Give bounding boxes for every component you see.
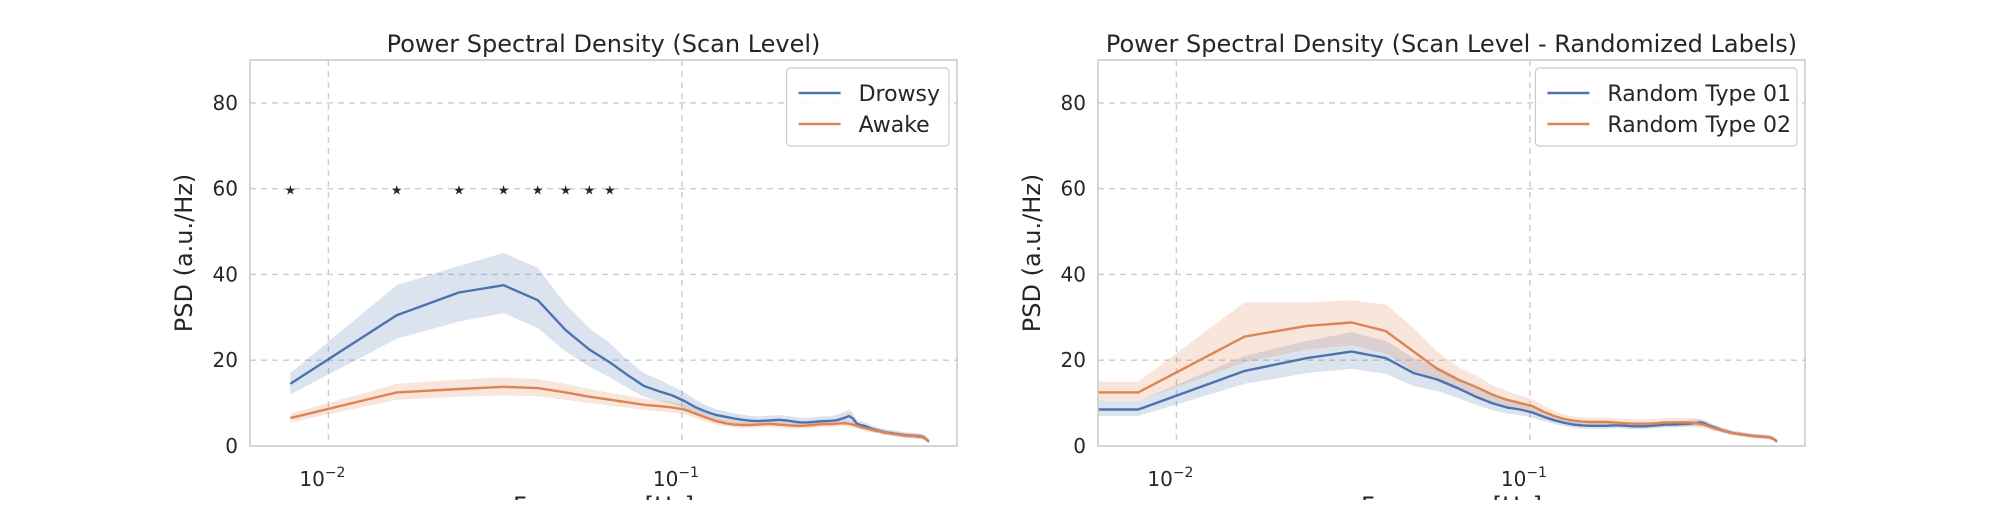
x-tick-exponent: −1 [1526, 465, 1547, 481]
confidence-band-2 [1098, 300, 1777, 444]
y-tick-label: 0 [1073, 434, 1086, 458]
x-tick-label: 10−1 [1501, 465, 1547, 491]
plot-area [1098, 300, 1778, 444]
y-tick-label: 40 [1061, 262, 1086, 286]
x-tick-exponent: −2 [1173, 465, 1194, 481]
x-tick-base: 10 [653, 467, 678, 491]
confidence-band-1 [1098, 332, 1777, 444]
legend-label-1: Random Type 01 [1607, 82, 1791, 107]
series-line-2 [1098, 321, 1778, 443]
significance-marker: ★ [583, 184, 595, 199]
axes-frame [249, 59, 958, 447]
series-line-2 [290, 385, 930, 443]
x-axis-label: Frequency [Hz] [513, 492, 694, 500]
legend-label-1: Drowsy [859, 82, 940, 107]
significance-marker: ★ [604, 184, 616, 199]
y-axis-label: PSD (a.u./Hz) [170, 174, 198, 332]
y-tick-label: 20 [213, 348, 238, 372]
x-tick-label: 10−2 [1147, 465, 1193, 491]
y-tick-label: 80 [1061, 91, 1086, 115]
significance-marker: ★ [498, 184, 510, 199]
chart-title: Power Spectral Density (Scan Level - Ran… [1106, 30, 1797, 58]
y-tick-label: 60 [1061, 177, 1086, 201]
chart-title: Power Spectral Density (Scan Level) [387, 30, 821, 58]
significance-marker: ★ [532, 184, 544, 199]
legend-label-2: Random Type 02 [1607, 113, 1791, 138]
significance-marker: ★ [453, 184, 465, 199]
significance-marker: ★ [284, 184, 296, 199]
significance-marker: ★ [391, 184, 403, 199]
legend-label-2: Awake [859, 113, 930, 138]
confidence-band-1 [290, 253, 929, 444]
y-tick-label: 60 [213, 177, 238, 201]
y-tick-label: 40 [213, 262, 238, 286]
x-tick-base: 10 [1501, 467, 1526, 491]
confidence-band-2 [290, 377, 929, 444]
y-tick-label: 80 [213, 91, 238, 115]
plot-area [289, 253, 930, 444]
y-axis-label: PSD (a.u./Hz) [1018, 174, 1046, 332]
y-tick-label: 0 [225, 434, 238, 458]
x-tick-base: 10 [1147, 467, 1172, 491]
x-tick-label: 10−1 [653, 465, 699, 491]
axes-frame [1097, 59, 1806, 447]
x-axis-label: Frequency [Hz] [1361, 492, 1542, 500]
legend: Random Type 01 Random Type 02 [1534, 67, 1798, 147]
legend-box [785, 67, 950, 147]
legend: Drowsy Awake [785, 67, 950, 147]
legend-box [1534, 67, 1798, 147]
x-tick-exponent: −1 [678, 465, 699, 481]
x-tick-base: 10 [299, 467, 324, 491]
x-tick-exponent: −2 [325, 465, 346, 481]
y-tick-label: 20 [1061, 348, 1086, 372]
x-tick-label: 10−2 [299, 465, 345, 491]
significance-marker: ★ [560, 184, 572, 199]
